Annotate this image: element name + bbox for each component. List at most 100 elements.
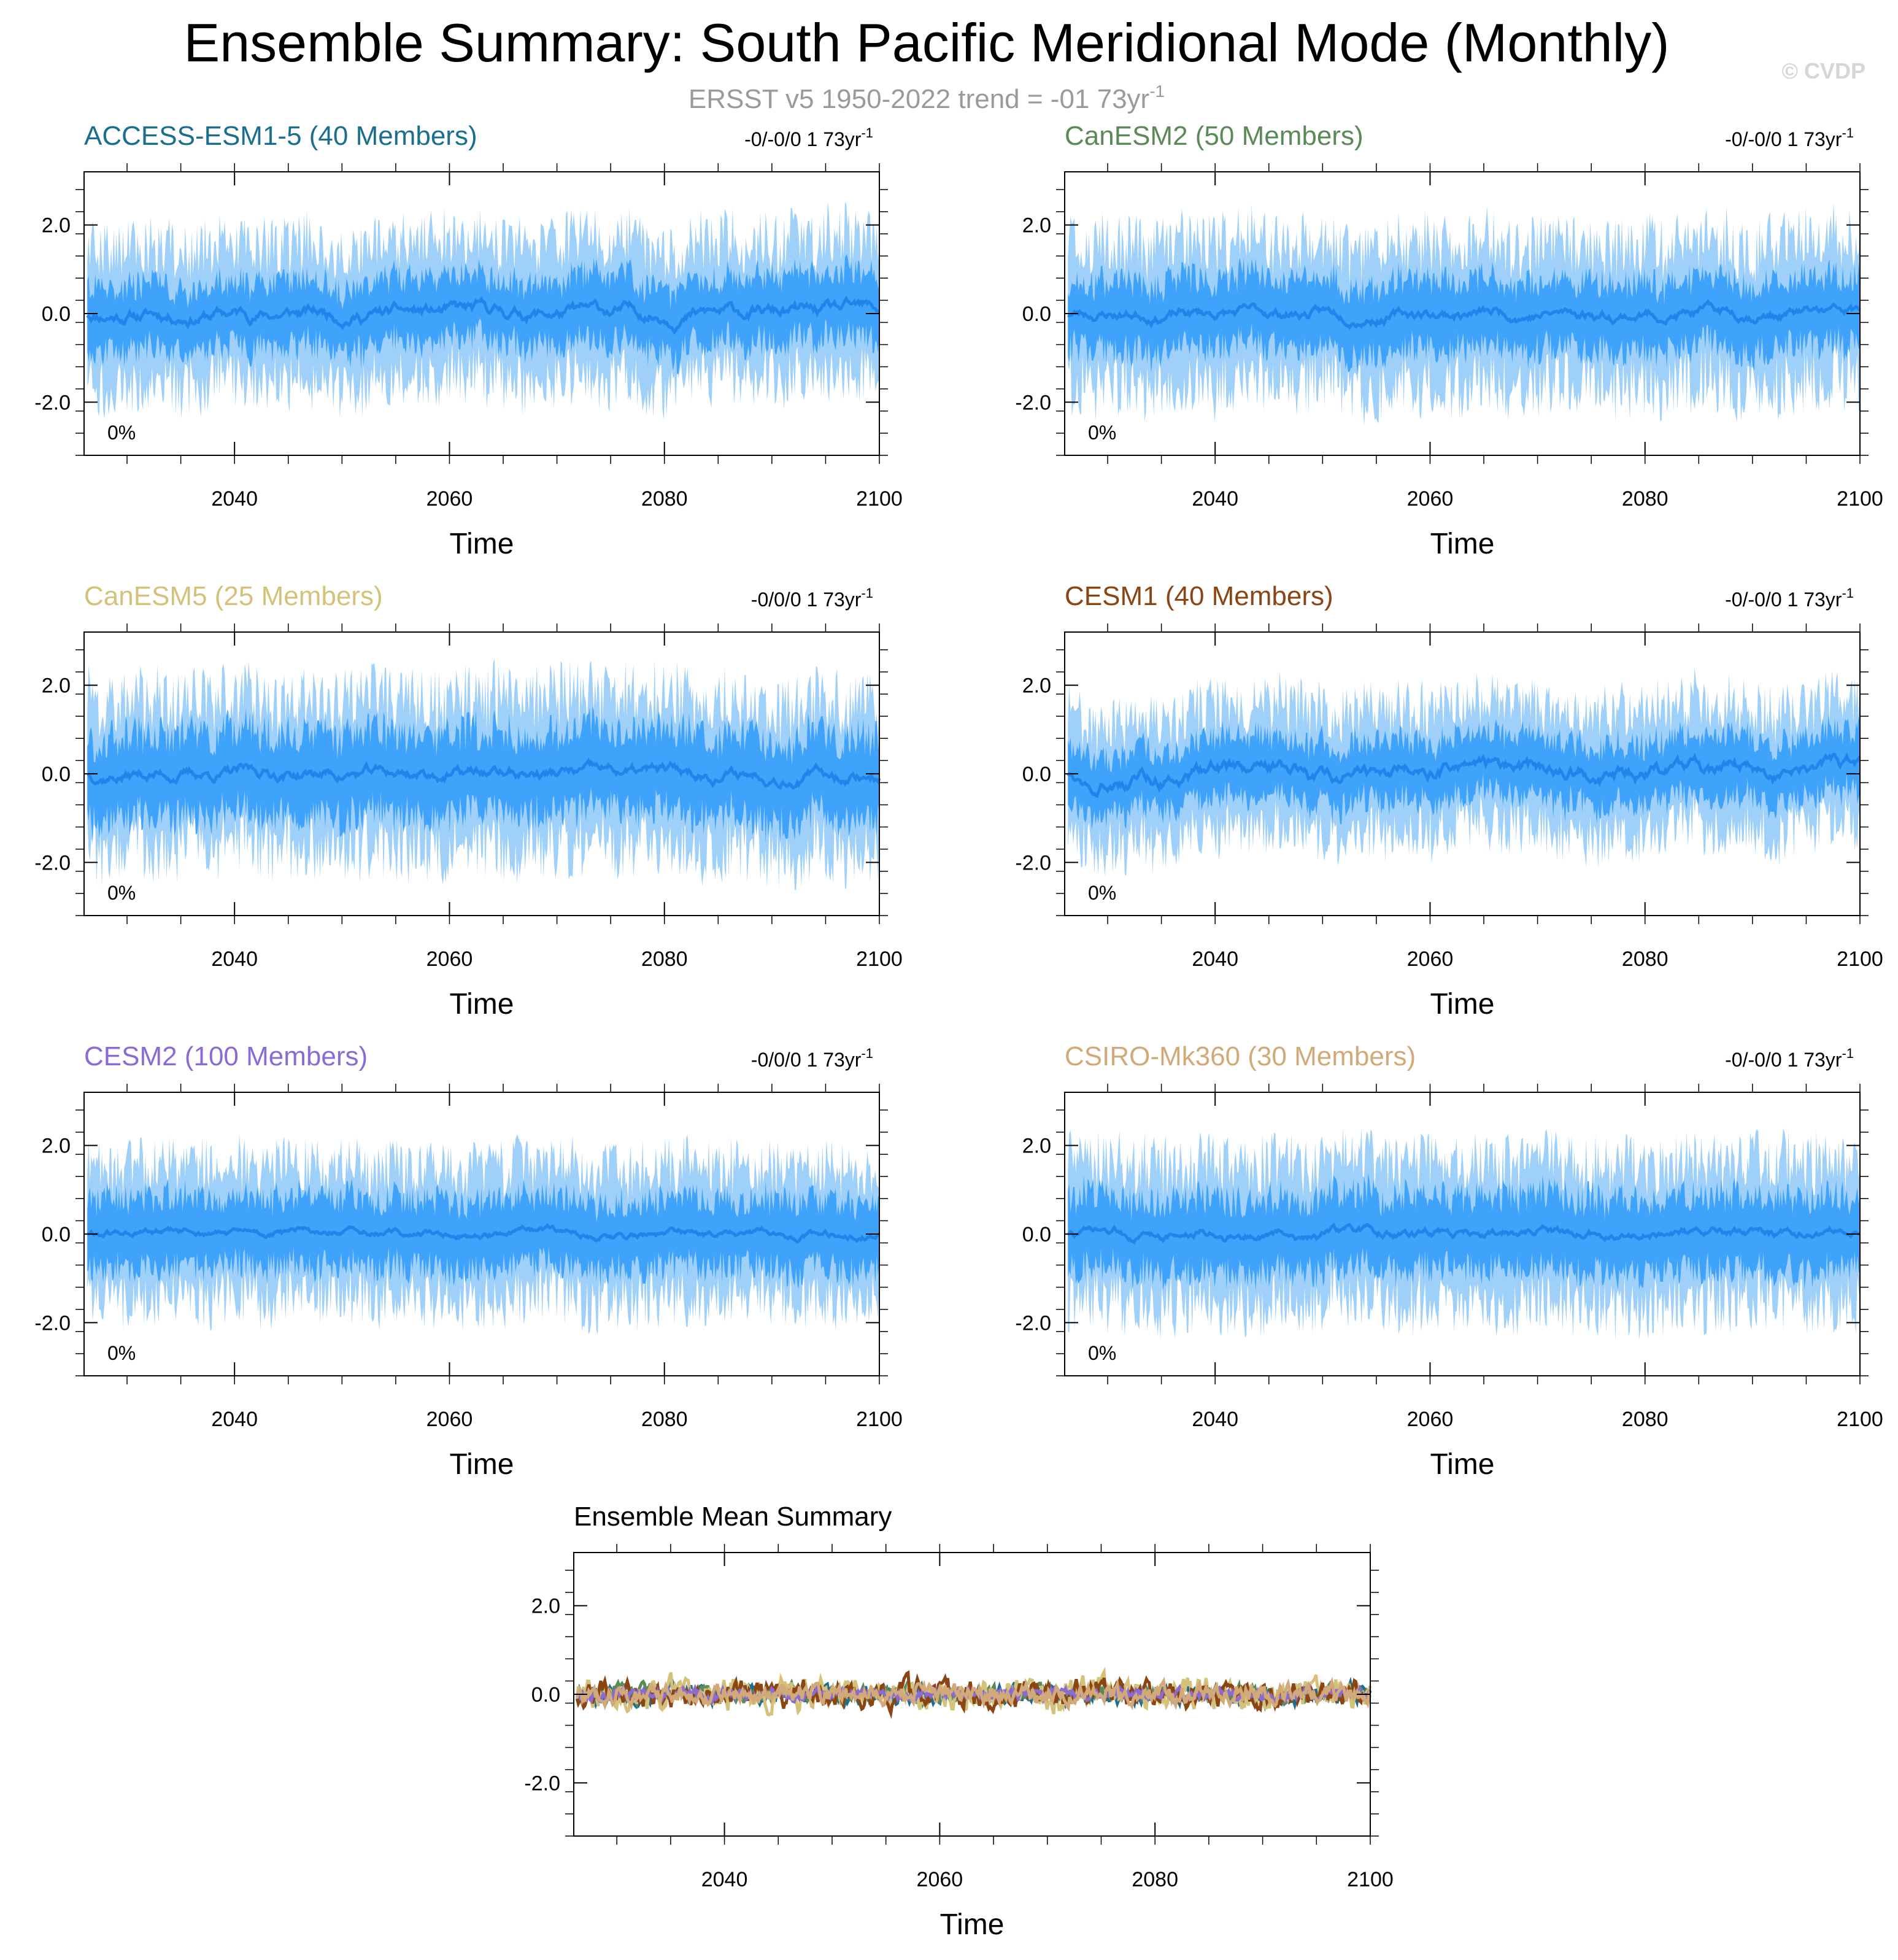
x-tick-label: 2080 xyxy=(641,1408,688,1431)
x-tick-label: 2080 xyxy=(1622,1408,1668,1431)
x-axis-label: Time xyxy=(1430,988,1495,1021)
trend-text: -0/0/0 1 73yr xyxy=(751,588,862,611)
model-panel-4: CESM1 (40 Members) -0/-0/0 1 73yr-1 0% 2.0 0… xyxy=(1015,581,1883,1021)
series-line-cesm2 xyxy=(576,1683,1371,1705)
y-tick-label: 0.0 xyxy=(531,1683,560,1707)
trend-text: -0/-0/0 1 73yr xyxy=(744,128,862,150)
x-tick-label: 2080 xyxy=(1622,947,1668,971)
panel-title: CanESM2 (50 Members) xyxy=(1065,121,1364,151)
spread-band-inner xyxy=(87,254,880,374)
x-axis-label: Time xyxy=(1430,1448,1495,1481)
spread-band-inner xyxy=(1068,716,1860,830)
percent-label: 0% xyxy=(1088,1342,1116,1364)
trend-sup: -1 xyxy=(1842,585,1854,601)
trend-text: -0/0/0 1 73yr xyxy=(751,1049,862,1071)
x-tick-label: 2100 xyxy=(1837,1408,1883,1431)
y-tick-label: -2.0 xyxy=(1015,1311,1051,1335)
x-tick-label: 2100 xyxy=(856,1408,903,1431)
percent-label: 0% xyxy=(1088,882,1116,904)
series-line-csiro-mk360 xyxy=(575,1676,1372,1712)
panel-title: ACCESS-ESM1-5 (40 Members) xyxy=(84,121,477,151)
y-tick-label: 0.0 xyxy=(1022,303,1051,326)
panel-title: CESM1 (40 Members) xyxy=(1065,581,1333,611)
ensemble-mean-line xyxy=(86,757,881,790)
trend-sup: -1 xyxy=(861,1046,873,1061)
x-axis-label: Time xyxy=(450,1448,514,1481)
x-tick-label: 2100 xyxy=(1837,947,1883,971)
trend-sup: -1 xyxy=(1842,1046,1854,1061)
panel-trend: -0/-0/0 1 73yr-1 xyxy=(1725,125,1854,150)
percent-label: 0% xyxy=(107,1342,136,1364)
x-tick-label: 2100 xyxy=(856,947,903,971)
figure-subtitle: ERSST v5 1950-2022 trend = -01 73yr-1 xyxy=(689,82,1165,114)
y-tick-label: 0.0 xyxy=(42,1223,71,1246)
x-tick-label: 2040 xyxy=(1192,1408,1238,1431)
subtitle-text: ERSST v5 1950-2022 trend = -01 73yr xyxy=(689,84,1149,114)
x-tick-label: 2060 xyxy=(1407,487,1454,511)
x-tick-label: 2080 xyxy=(1132,1868,1178,1891)
y-tick-label: -2.0 xyxy=(34,391,71,414)
y-tick-label: 0.0 xyxy=(1022,763,1051,786)
subtitle-sup: -1 xyxy=(1149,82,1165,101)
ensemble-mean-line xyxy=(86,295,881,335)
panel-trend: -0/-0/0 1 73yr-1 xyxy=(1725,1046,1854,1071)
copyright-mark: © CVDP xyxy=(1781,58,1865,83)
trend-sup: -1 xyxy=(861,585,873,601)
x-tick-label: 2040 xyxy=(1192,487,1238,511)
ensemble-mean-line xyxy=(1067,752,1861,798)
panel-trend: -0/0/0 1 73yr-1 xyxy=(751,585,873,611)
y-tick-label: -2.0 xyxy=(1015,391,1051,414)
x-tick-label: 2040 xyxy=(211,947,258,971)
x-tick-label: 2040 xyxy=(701,1868,748,1891)
trend-text: -0/-0/0 1 73yr xyxy=(1725,1049,1842,1071)
trend-sup: -1 xyxy=(1842,125,1854,141)
model-panel-3: CanESM5 (25 Members) -0/0/0 1 73yr-1 0% 2.0… xyxy=(34,581,902,1021)
x-tick-label: 2060 xyxy=(1407,1408,1454,1431)
panels-group: ACCESS-ESM1-5 (40 Members) -0/-0/0 1 73yr… xyxy=(34,121,1883,1941)
y-tick-label: -2.0 xyxy=(34,1311,71,1335)
x-tick-label: 2040 xyxy=(211,1408,258,1431)
y-tick-label: 2.0 xyxy=(1022,214,1051,237)
x-axis-label: Time xyxy=(1430,528,1495,560)
y-tick-label: 2.0 xyxy=(531,1595,560,1618)
panel-title: CSIRO-Mk360 (30 Members) xyxy=(1065,1041,1416,1071)
ensemble-mean-line xyxy=(1067,1222,1861,1245)
x-tick-label: 2100 xyxy=(1837,487,1883,511)
y-tick-label: -2.0 xyxy=(1015,851,1051,874)
ensemble-mean-line xyxy=(86,1223,881,1244)
y-tick-label: 0.0 xyxy=(42,303,71,326)
percent-label: 0% xyxy=(1088,422,1116,444)
model-panel-5: CESM2 (100 Members) -0/0/0 1 73yr-1 0% 2.0 0… xyxy=(34,1041,902,1481)
y-tick-label: 2.0 xyxy=(42,1135,71,1158)
y-tick-label: -2.0 xyxy=(34,851,71,874)
percent-label: 0% xyxy=(107,882,136,904)
percent-label: 0% xyxy=(107,422,136,444)
x-tick-label: 2080 xyxy=(1622,487,1668,511)
ensemble-mean-line xyxy=(1067,299,1861,330)
model-panel-1: ACCESS-ESM1-5 (40 Members) -0/-0/0 1 73yr… xyxy=(34,121,902,560)
x-axis-label: Time xyxy=(940,1908,1005,1941)
trend-text: -0/-0/0 1 73yr xyxy=(1725,588,1842,611)
x-axis-label: Time xyxy=(450,988,514,1021)
x-tick-label: 2100 xyxy=(1347,1868,1394,1891)
model-panel-2: CanESM2 (50 Members) -0/-0/0 1 73yr-1 0% 2.… xyxy=(1015,121,1883,560)
y-tick-label: 0.0 xyxy=(1022,1223,1051,1246)
x-tick-label: 2060 xyxy=(1407,947,1454,971)
y-tick-label: 2.0 xyxy=(1022,674,1051,698)
trend-sup: -1 xyxy=(861,125,873,141)
x-tick-label: 2060 xyxy=(917,1868,963,1891)
x-tick-label: 2060 xyxy=(426,947,473,971)
x-tick-label: 2080 xyxy=(641,947,688,971)
y-tick-label: -2.0 xyxy=(524,1772,560,1795)
trend-text: -0/-0/0 1 73yr xyxy=(1725,128,1842,150)
x-axis-label: Time xyxy=(450,528,514,560)
model-panel-6: CSIRO-Mk360 (30 Members) -0/-0/0 1 73yr-1… xyxy=(1015,1041,1883,1481)
x-tick-label: 2080 xyxy=(641,487,688,511)
figure-title: Ensemble Summary: South Pacific Meridion… xyxy=(184,12,1670,73)
panel-title: CanESM5 (25 Members) xyxy=(84,581,383,611)
x-tick-label: 2060 xyxy=(426,1408,473,1431)
y-tick-label: 2.0 xyxy=(42,674,71,698)
y-tick-label: 2.0 xyxy=(1022,1135,1051,1158)
y-tick-label: 0.0 xyxy=(42,763,71,786)
